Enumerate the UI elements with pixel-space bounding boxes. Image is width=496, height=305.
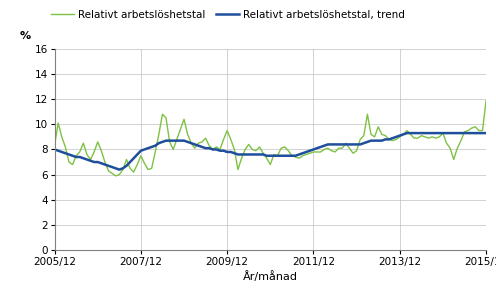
Relativt arbetslöshetstal — [418, 134, 424, 138]
Relativt arbetslöshetstal, trend — [422, 131, 428, 135]
Relativt arbetslöshetstal — [458, 139, 464, 142]
Relativt arbetslöshetstal, trend — [116, 168, 122, 171]
Relativt arbetslöshetstal, trend — [404, 131, 410, 135]
Relativt arbetslöshetstal, trend — [181, 139, 187, 142]
Relativt arbetslöshetstal, trend — [73, 155, 79, 159]
Relativt arbetslöshetstal — [483, 99, 489, 102]
Relativt arbetslöshetstal, trend — [461, 131, 467, 135]
X-axis label: År/månad: År/månad — [243, 271, 298, 282]
Relativt arbetslöshetstal — [328, 149, 334, 152]
Relativt arbetslöshetstal — [52, 144, 58, 148]
Relativt arbetslöshetstal, trend — [296, 152, 302, 156]
Line: Relativt arbetslöshetstal, trend: Relativt arbetslöshetstal, trend — [55, 133, 496, 170]
Relativt arbetslöshetstal — [296, 156, 302, 160]
Relativt arbetslöshetstal — [73, 154, 79, 158]
Relativt arbetslöshetstal, trend — [52, 148, 58, 151]
Relativt arbetslöshetstal — [181, 117, 187, 121]
Text: %: % — [20, 31, 31, 41]
Relativt arbetslöshetstal, trend — [328, 142, 334, 146]
Line: Relativt arbetslöshetstal: Relativt arbetslöshetstal — [55, 100, 496, 176]
Relativt arbetslöshetstal — [113, 174, 119, 178]
Legend: Relativt arbetslöshetstal, Relativt arbetslöshetstal, trend: Relativt arbetslöshetstal, Relativt arbe… — [51, 10, 405, 20]
